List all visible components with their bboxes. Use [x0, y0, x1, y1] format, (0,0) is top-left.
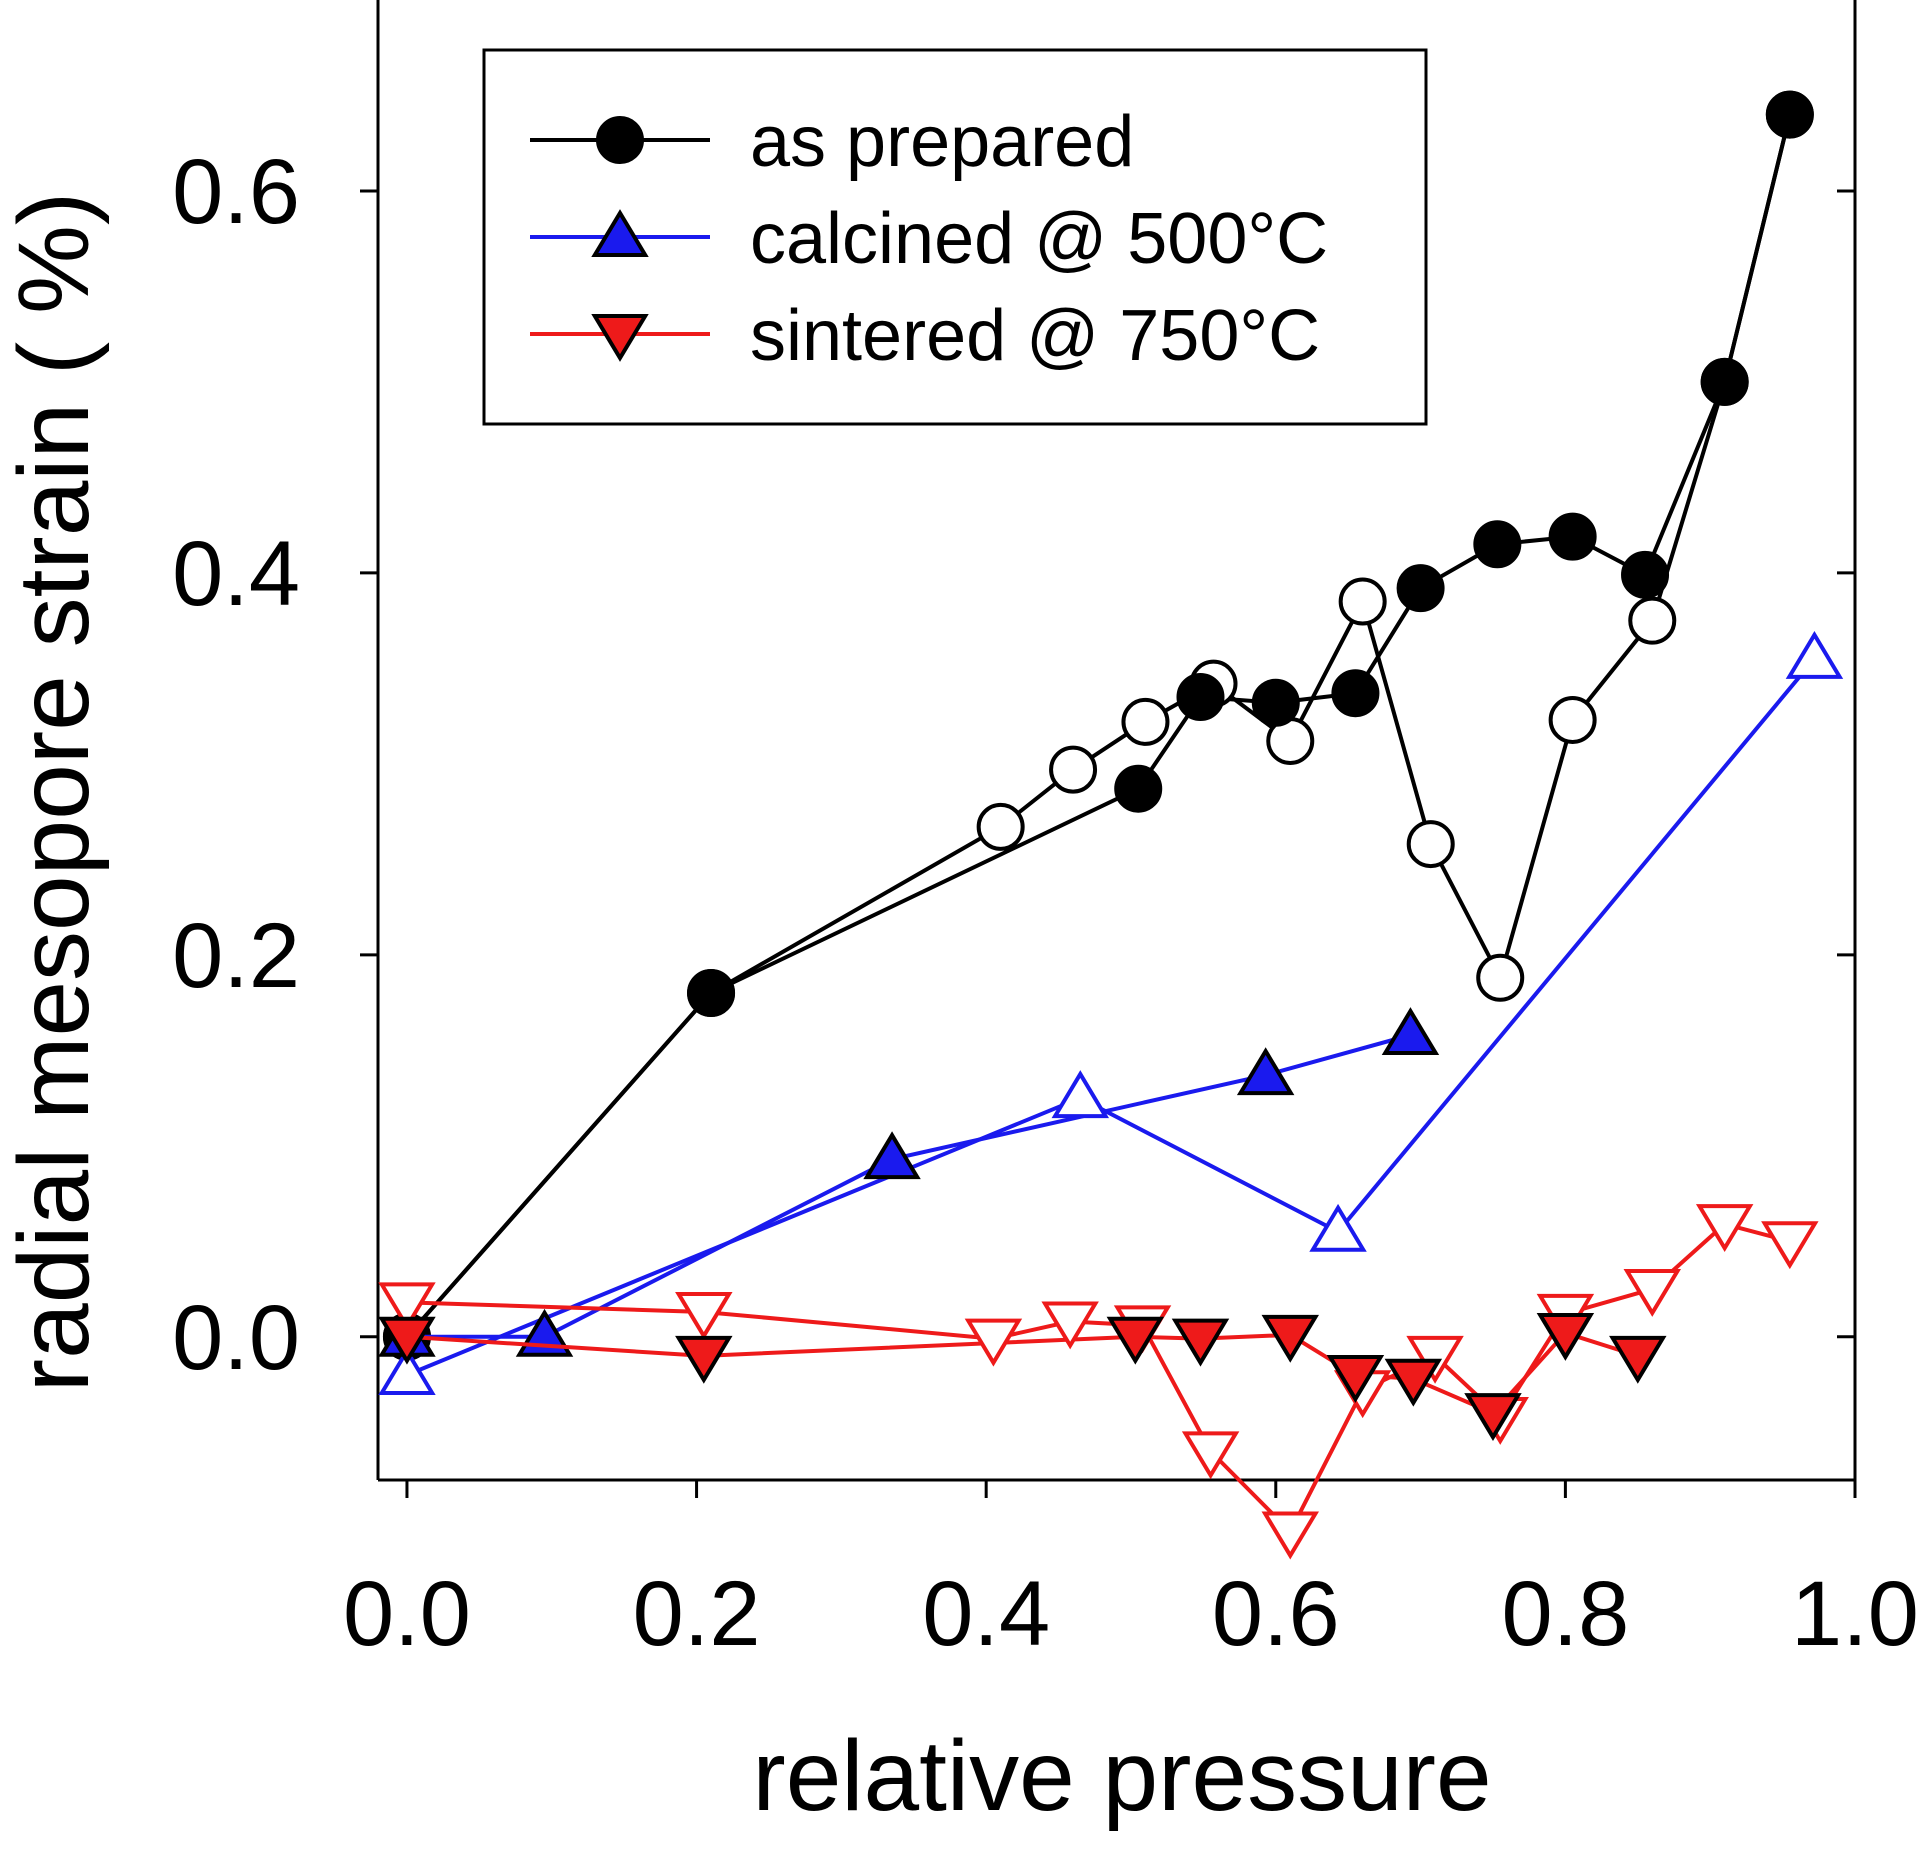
- y-axis-title: radial mesopore strain ( %): [0, 192, 110, 1392]
- data-point-open: [1695, 1204, 1754, 1252]
- y-tick-label: 0.6: [172, 141, 300, 243]
- legend: as prepared calcined @ 500°C sintered @ 75…: [482, 48, 1428, 426]
- x-tick-label: 1.0: [1791, 1563, 1919, 1665]
- data-point-open: [1476, 953, 1525, 1002]
- legend-label: sintered @ 750°C: [750, 296, 1320, 376]
- data-point-open: [378, 1282, 436, 1331]
- data-point-filled: [675, 1335, 733, 1384]
- data-point-open: [1049, 745, 1098, 794]
- y-tick-label: 0.2: [172, 905, 300, 1007]
- data-point-filled: [863, 1131, 921, 1180]
- legend-marker: [591, 209, 649, 257]
- x-tick-label: 0.6: [1212, 1563, 1340, 1665]
- data-point-open: [1628, 596, 1677, 645]
- data-point-filled: [1384, 1358, 1443, 1407]
- series-1: [378, 630, 1844, 1395]
- data-point-open: [1406, 820, 1455, 869]
- series-line-adsorption: [406, 1330, 1639, 1416]
- series-2: [378, 1204, 1819, 1560]
- x-axis-title: relative pressure: [752, 1720, 1491, 1832]
- data-point-open: [1261, 1511, 1319, 1560]
- data-point-filled: [1236, 1047, 1295, 1096]
- data-point-open: [1041, 1301, 1099, 1350]
- data-point-filled: [1700, 357, 1749, 406]
- data-point-open: [976, 802, 1025, 851]
- data-point-filled: [1171, 1318, 1230, 1367]
- data-point-filled: [1261, 1314, 1319, 1363]
- data-point-open: [675, 1291, 733, 1340]
- data-point-filled: [1381, 1007, 1440, 1056]
- axes: 0.0 0.2 0.4 0.6 0.8 1.0 0.0 0.2 0.4 0.6: [172, 0, 1919, 1665]
- data-point-filled: [1621, 550, 1670, 599]
- data-point-filled: [378, 1316, 436, 1365]
- data-point-open: [1338, 577, 1387, 626]
- x-tick-label: 0.8: [1501, 1563, 1629, 1665]
- data-point-open: [378, 1347, 436, 1395]
- series-line-adsorption: [405, 114, 1792, 1339]
- x-tick-label: 0.0: [343, 1563, 471, 1665]
- y-tick-label: 0.0: [172, 1287, 300, 1389]
- data-point-filled: [1473, 520, 1522, 569]
- data-point-open: [1623, 1269, 1682, 1317]
- data-point-filled: [1765, 90, 1814, 139]
- series-layer: [378, 90, 1844, 1560]
- legend-marker: [591, 314, 649, 362]
- data-point-open: [1181, 1431, 1240, 1480]
- data-point-filled: [1114, 764, 1163, 813]
- series-line-desorption: [406, 657, 1816, 1377]
- data-point-filled: [1106, 1316, 1165, 1365]
- data-point-filled: [1176, 673, 1225, 722]
- data-point-filled: [1396, 564, 1445, 613]
- legend-label: as prepared: [750, 102, 1134, 182]
- series-line-desorption: [406, 1221, 1791, 1535]
- data-point-open: [1051, 1070, 1110, 1119]
- data-point-open: [964, 1318, 1023, 1367]
- data-point-filled: [1548, 512, 1597, 561]
- data-point-filled: [1326, 1354, 1385, 1403]
- data-point-filled: [1251, 678, 1300, 727]
- data-point-filled: [1464, 1393, 1522, 1442]
- legend-label: calcined @ 500°C: [750, 199, 1328, 279]
- data-point-open: [1309, 1203, 1367, 1252]
- data-point-open: [1548, 695, 1597, 744]
- data-point-open: [1121, 697, 1170, 746]
- x-tick-label: 0.4: [922, 1563, 1050, 1665]
- series-0: [382, 90, 1814, 1361]
- x-tick-label: 0.2: [633, 1563, 761, 1665]
- data-point-filled: [1536, 1312, 1595, 1361]
- data-point-open: [1761, 1221, 1819, 1270]
- data-point-filled: [687, 969, 736, 1018]
- y-tick-label: 0.4: [172, 523, 300, 625]
- data-point-filled: [1331, 669, 1380, 718]
- legend-marker: [596, 116, 644, 164]
- data-point-open: [1785, 630, 1844, 679]
- data-point-filled: [1609, 1335, 1667, 1384]
